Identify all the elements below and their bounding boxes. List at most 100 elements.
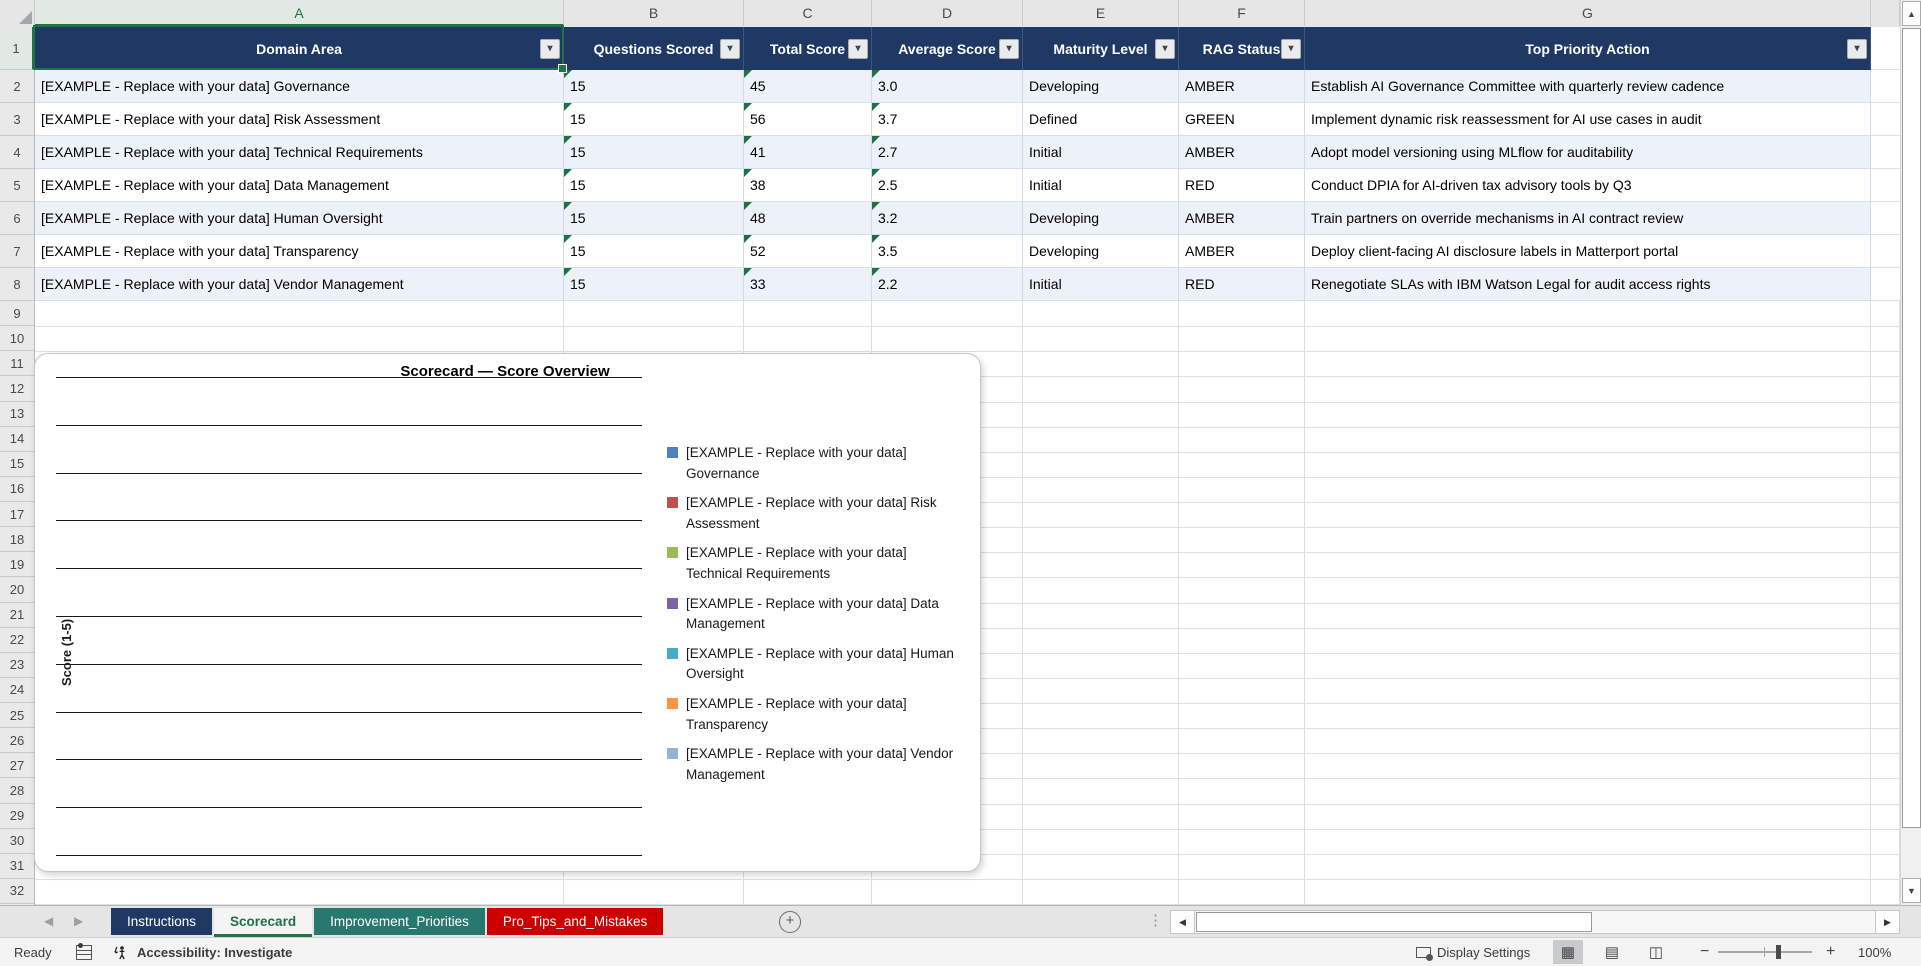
cell-C7[interactable]: 52 <box>744 235 872 268</box>
zoom-level[interactable]: 100% <box>1858 938 1891 966</box>
row-header-1[interactable]: 1 <box>0 27 34 70</box>
cell-F8[interactable]: RED <box>1179 268 1305 301</box>
cell-F3[interactable]: GREEN <box>1179 103 1305 136</box>
row-header-19[interactable]: 19 <box>0 552 34 577</box>
cell-B8[interactable]: 15 <box>564 268 744 301</box>
filter-dropdown-button[interactable]: ▾ <box>1155 39 1175 59</box>
cell-A2[interactable]: [EXAMPLE - Replace with your data] Gover… <box>35 70 564 103</box>
column-header-E[interactable]: E <box>1023 0 1179 26</box>
cell-D5[interactable]: 2.5 <box>872 169 1023 202</box>
sheet-tab-instructions[interactable]: Instructions <box>111 908 212 935</box>
cell-F7[interactable]: AMBER <box>1179 235 1305 268</box>
cell-E8[interactable]: Initial <box>1023 268 1179 301</box>
cell-E6[interactable]: Developing <box>1023 202 1179 235</box>
cell-A8[interactable]: [EXAMPLE - Replace with your data] Vendo… <box>35 268 564 301</box>
cell-B5[interactable]: 15 <box>564 169 744 202</box>
cell-C3[interactable]: 56 <box>744 103 872 136</box>
new-sheet-button[interactable]: + <box>779 911 801 933</box>
row-header-7[interactable]: 7 <box>0 235 34 268</box>
row-header-15[interactable]: 15 <box>0 452 34 477</box>
row-header-14[interactable]: 14 <box>0 427 34 452</box>
row-header-12[interactable]: 12 <box>0 376 34 401</box>
view-page-break-button[interactable]: ◫ <box>1641 940 1671 964</box>
row-header-24[interactable]: 24 <box>0 678 34 703</box>
row-header-23[interactable]: 23 <box>0 653 34 678</box>
zoom-out-button[interactable]: − <box>1700 938 1709 966</box>
horizontal-scrollbar-thumb[interactable] <box>1196 912 1592 932</box>
cell-F2[interactable]: AMBER <box>1179 70 1305 103</box>
cell-E7[interactable]: Developing <box>1023 235 1179 268</box>
display-settings-button[interactable]: Display Settings <box>1416 938 1530 966</box>
cell-F6[interactable]: AMBER <box>1179 202 1305 235</box>
row-header-13[interactable]: 13 <box>0 402 34 427</box>
row-header-6[interactable]: 6 <box>0 202 34 235</box>
macro-recording-button[interactable] <box>76 938 92 966</box>
tab-scroll-right-icon[interactable]: ▶ <box>74 914 83 928</box>
row-header-20[interactable]: 20 <box>0 577 34 602</box>
cell-E4[interactable]: Initial <box>1023 136 1179 169</box>
cell-B6[interactable]: 15 <box>564 202 744 235</box>
row-header-26[interactable]: 26 <box>0 728 34 753</box>
row-header-8[interactable]: 8 <box>0 268 34 301</box>
row-header-27[interactable]: 27 <box>0 753 34 778</box>
sheet-tab-improvement_priorities[interactable]: Improvement_Priorities <box>314 908 485 935</box>
tab-splitter-handle[interactable]: ⋮ <box>1148 911 1163 929</box>
cell-D7[interactable]: 3.5 <box>872 235 1023 268</box>
cell-C8[interactable]: 33 <box>744 268 872 301</box>
row-header-29[interactable]: 29 <box>0 804 34 829</box>
filter-dropdown-button[interactable]: ▾ <box>1281 39 1301 59</box>
cell-G2[interactable]: Establish AI Governance Committee with q… <box>1305 70 1871 103</box>
column-header-partial[interactable] <box>1871 0 1900 26</box>
zoom-slider-thumb[interactable] <box>1776 945 1781 959</box>
vertical-scrollbar-thumb[interactable] <box>1902 28 1921 828</box>
row-header-18[interactable]: 18 <box>0 527 34 552</box>
vertical-scrollbar[interactable]: ▲ ▼ <box>1900 0 1921 905</box>
cell-F4[interactable]: AMBER <box>1179 136 1305 169</box>
row-header-32[interactable]: 32 <box>0 879 34 904</box>
sheet-tab-pro_tips_and_mistakes[interactable]: Pro_Tips_and_Mistakes <box>487 908 663 935</box>
scroll-left-button[interactable]: ◀ <box>1171 911 1195 933</box>
scroll-right-button[interactable]: ▶ <box>1875 911 1899 933</box>
cell-A4[interactable]: [EXAMPLE - Replace with your data] Techn… <box>35 136 564 169</box>
row-header-30[interactable]: 30 <box>0 829 34 854</box>
cell-C4[interactable]: 41 <box>744 136 872 169</box>
zoom-in-button[interactable]: + <box>1826 938 1835 966</box>
row-header-28[interactable]: 28 <box>0 778 34 803</box>
row-header-10[interactable]: 10 <box>0 326 34 351</box>
cell-D8[interactable]: 2.2 <box>872 268 1023 301</box>
row-header-17[interactable]: 17 <box>0 502 34 527</box>
filter-dropdown-button[interactable]: ▾ <box>1847 39 1867 59</box>
cell-G5[interactable]: Conduct DPIA for AI-driven tax advisory … <box>1305 169 1871 202</box>
row-header-11[interactable]: 11 <box>0 351 34 376</box>
cell-A5[interactable]: [EXAMPLE - Replace with your data] Data … <box>35 169 564 202</box>
column-header-D[interactable]: D <box>872 0 1023 26</box>
cell-E5[interactable]: Initial <box>1023 169 1179 202</box>
score-overview-chart[interactable]: Scorecard — Score Overview Score (1-5) [… <box>34 353 981 872</box>
cell-B7[interactable]: 15 <box>564 235 744 268</box>
cell-D4[interactable]: 2.7 <box>872 136 1023 169</box>
cell-G3[interactable]: Implement dynamic risk reassessment for … <box>1305 103 1871 136</box>
cell-E3[interactable]: Defined <box>1023 103 1179 136</box>
cell-A6[interactable]: [EXAMPLE - Replace with your data] Human… <box>35 202 564 235</box>
cell-C6[interactable]: 48 <box>744 202 872 235</box>
cell-G4[interactable]: Adopt model versioning using MLflow for … <box>1305 136 1871 169</box>
cell-E2[interactable]: Developing <box>1023 70 1179 103</box>
column-header-C[interactable]: C <box>744 0 872 26</box>
row-header-9[interactable]: 9 <box>0 301 34 326</box>
row-header-16[interactable]: 16 <box>0 477 34 502</box>
row-header-22[interactable]: 22 <box>0 628 34 653</box>
cell-B4[interactable]: 15 <box>564 136 744 169</box>
scroll-down-button[interactable]: ▼ <box>1902 878 1921 903</box>
cell-G6[interactable]: Train partners on override mechanisms in… <box>1305 202 1871 235</box>
row-header-3[interactable]: 3 <box>0 103 34 136</box>
cell-D3[interactable]: 3.7 <box>872 103 1023 136</box>
column-header-A[interactable]: A <box>35 0 564 26</box>
accessibility-status[interactable]: Accessibility: Investigate <box>114 938 292 966</box>
row-header-2[interactable]: 2 <box>0 70 34 103</box>
filter-dropdown-button[interactable]: ▾ <box>848 39 868 59</box>
view-page-layout-button[interactable]: ▤ <box>1597 940 1627 964</box>
cell-G8[interactable]: Renegotiate SLAs with IBM Watson Legal f… <box>1305 268 1871 301</box>
sheet-tab-scorecard[interactable]: Scorecard <box>214 908 312 935</box>
row-header-21[interactable]: 21 <box>0 603 34 628</box>
filter-dropdown-button[interactable]: ▾ <box>999 39 1019 59</box>
